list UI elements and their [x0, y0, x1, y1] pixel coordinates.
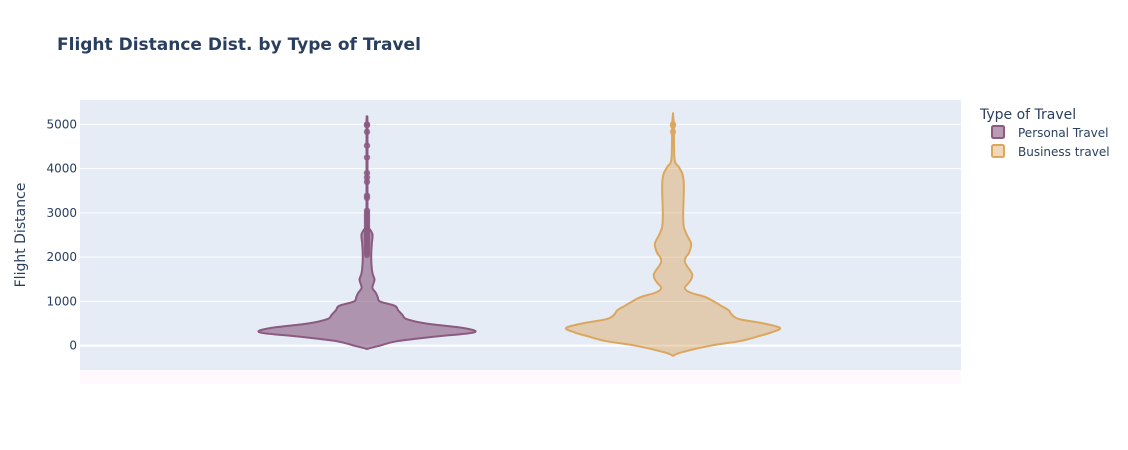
legend-title: Type of Travel — [979, 107, 1076, 123]
outlier-point — [363, 154, 371, 161]
outlier-point — [363, 169, 371, 177]
y-axis-ticks: 0 1000 2000 3000 4000 5000 — [46, 117, 77, 352]
legend-swatch-personal-travel — [991, 125, 1005, 139]
legend-label-personal-travel: Personal Travel — [1018, 126, 1109, 140]
y-axis-title: Flight Distance — [13, 183, 29, 288]
y-tick-label: 5000 — [46, 117, 77, 131]
outlier-point — [363, 122, 371, 129]
outlier-point — [363, 142, 371, 149]
y-tick-label: 4000 — [46, 162, 77, 176]
violins — [257, 112, 782, 357]
outlier-point — [669, 122, 677, 129]
violin-personal-travel[interactable] — [257, 115, 477, 350]
legend-label-business-travel: Business travel — [1018, 145, 1110, 159]
y-tick-label: 1000 — [46, 294, 77, 308]
outlier-point — [669, 128, 677, 136]
legend: Type of Travel Personal Travel Business … — [979, 107, 1110, 159]
gridlines — [80, 123, 961, 347]
violin-business-travel[interactable] — [564, 112, 782, 357]
y-tick-label: 3000 — [46, 206, 77, 220]
outlier-point — [363, 178, 371, 186]
y-tick-label: 2000 — [46, 250, 77, 264]
outlier-point — [363, 251, 371, 259]
chart-title: Flight Distance Dist. by Type of Travel — [57, 35, 421, 55]
legend-item-business-travel[interactable]: Business travel — [991, 144, 1110, 159]
plot-bottom-strip — [80, 370, 961, 384]
legend-swatch-business-travel — [991, 144, 1005, 158]
violin-body-business-travel — [564, 112, 782, 357]
y-tick-label: 0 — [69, 339, 77, 353]
outlier-point — [363, 174, 371, 181]
plot-area — [80, 100, 961, 370]
outlier-point — [363, 194, 371, 202]
legend-item-personal-travel[interactable]: Personal Travel — [991, 125, 1109, 140]
outlier-point — [363, 128, 371, 136]
